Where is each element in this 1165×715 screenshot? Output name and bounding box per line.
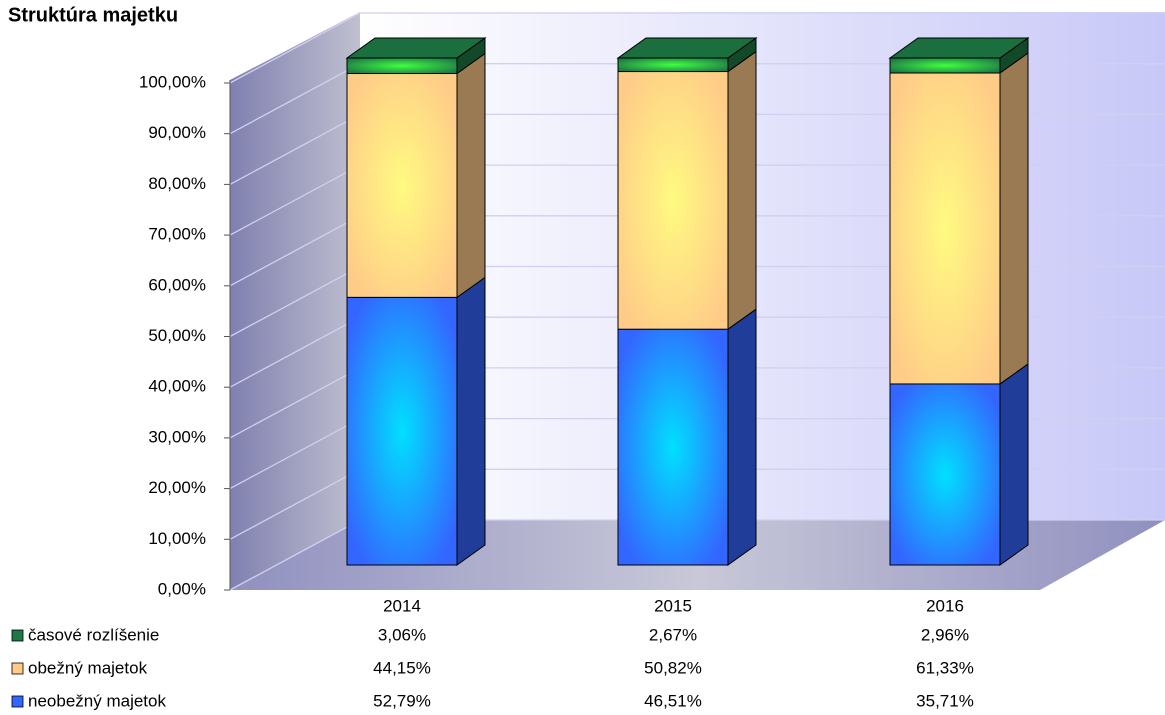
bar-side bbox=[727, 308, 757, 566]
bar bbox=[889, 383, 1001, 566]
y-tick-label: 90,00% bbox=[148, 123, 206, 142]
bar-side bbox=[999, 52, 1029, 385]
table-value: 2,96% bbox=[921, 625, 969, 644]
y-tick-label: 60,00% bbox=[148, 275, 206, 294]
chart-title: Struktúra majetku bbox=[8, 4, 178, 26]
y-tick-label: 80,00% bbox=[148, 174, 206, 193]
y-tick-label: 30,00% bbox=[148, 427, 206, 446]
table-value: 50,82% bbox=[644, 658, 702, 677]
x-tick-label: 2014 bbox=[383, 596, 421, 615]
legend-label: neobežný majetok bbox=[28, 691, 166, 710]
bar-top bbox=[888, 37, 1030, 59]
bar bbox=[346, 57, 458, 75]
table-value: 44,15% bbox=[373, 658, 431, 677]
table-value: 3,06% bbox=[378, 625, 426, 644]
legend-label: obežný majetok bbox=[28, 658, 148, 677]
bar bbox=[617, 57, 729, 73]
y-tick-label: 70,00% bbox=[148, 225, 206, 244]
y-tick-label: 100,00% bbox=[139, 72, 206, 91]
y-tick-label: 50,00% bbox=[148, 326, 206, 345]
grid-line bbox=[229, 12, 1165, 84]
legend-swatch bbox=[11, 629, 24, 642]
x-tick-label: 2015 bbox=[654, 596, 692, 615]
bars bbox=[345, 37, 1030, 566]
table-value: 46,51% bbox=[644, 691, 702, 710]
legend-label: časové rozlíšenie bbox=[28, 625, 159, 644]
bar-side bbox=[456, 52, 486, 299]
x-tick-label: 2016 bbox=[926, 596, 964, 615]
bar-top bbox=[616, 37, 758, 59]
legend-swatch bbox=[11, 662, 24, 675]
table-value: 2,67% bbox=[649, 625, 697, 644]
bar bbox=[617, 71, 729, 330]
y-tick-label: 0,00% bbox=[158, 579, 206, 598]
table-value: 35,71% bbox=[916, 691, 974, 710]
bar-side bbox=[456, 276, 486, 566]
table-value: 52,79% bbox=[373, 691, 431, 710]
table-value: 61,33% bbox=[916, 658, 974, 677]
legend-swatch bbox=[11, 695, 24, 708]
bar-side bbox=[999, 362, 1029, 566]
y-tick-label: 40,00% bbox=[148, 377, 206, 396]
bar-top bbox=[345, 37, 487, 59]
y-tick-label: 20,00% bbox=[148, 478, 206, 497]
bar bbox=[889, 57, 1001, 74]
bar bbox=[346, 296, 458, 566]
bar-side bbox=[727, 50, 757, 331]
y-tick-label: 10,00% bbox=[148, 529, 206, 548]
bar bbox=[617, 328, 729, 566]
bar bbox=[889, 72, 1001, 385]
bar bbox=[346, 73, 458, 298]
